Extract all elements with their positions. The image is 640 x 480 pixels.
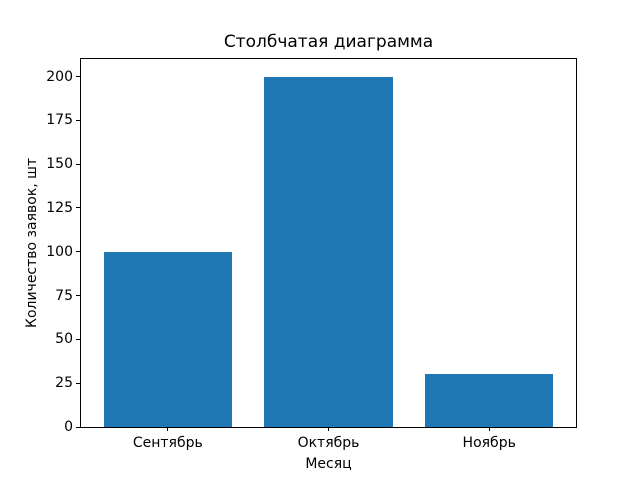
y-tick-label: 175 <box>46 112 73 129</box>
y-tick-label: 100 <box>46 243 73 260</box>
x-tick-mark <box>167 427 169 431</box>
y-tick-label: 75 <box>55 287 73 304</box>
x-tick-label: Октябрь <box>297 435 360 451</box>
chart-title: Столбчатая диаграмма <box>223 32 434 52</box>
bar-3 <box>424 374 554 427</box>
y-tick-label: 125 <box>46 199 73 216</box>
y-tick-label: 50 <box>55 331 73 348</box>
y-tick-mark <box>76 163 80 165</box>
y-tick-mark <box>76 251 80 253</box>
y-tick-label: 150 <box>46 156 73 173</box>
y-tick-mark <box>76 119 80 121</box>
x-tick-label: Ноябрь <box>462 435 516 451</box>
y-tick-label: 25 <box>55 375 73 392</box>
y-tick-mark <box>76 338 80 340</box>
y-tick-mark <box>76 295 80 297</box>
x-axis-label: Месяц <box>305 456 352 472</box>
bar-1 <box>103 251 233 427</box>
x-tick-mark <box>488 427 490 431</box>
x-tick-mark <box>328 427 329 431</box>
plot-area: 0 25 50 75 100 125 150 175 200 Сентябрь Октябрь Ноя… <box>46 58 577 451</box>
x-tick-label: Сентябрь <box>132 435 203 451</box>
y-tick-label: 0 <box>64 419 73 435</box>
y-tick-mark <box>76 426 80 428</box>
y-tick-mark <box>76 382 80 384</box>
y-tick-mark <box>76 76 80 78</box>
y-tick-mark <box>76 207 80 209</box>
y-tick-label: 200 <box>46 68 73 85</box>
bar-2 <box>264 76 393 427</box>
